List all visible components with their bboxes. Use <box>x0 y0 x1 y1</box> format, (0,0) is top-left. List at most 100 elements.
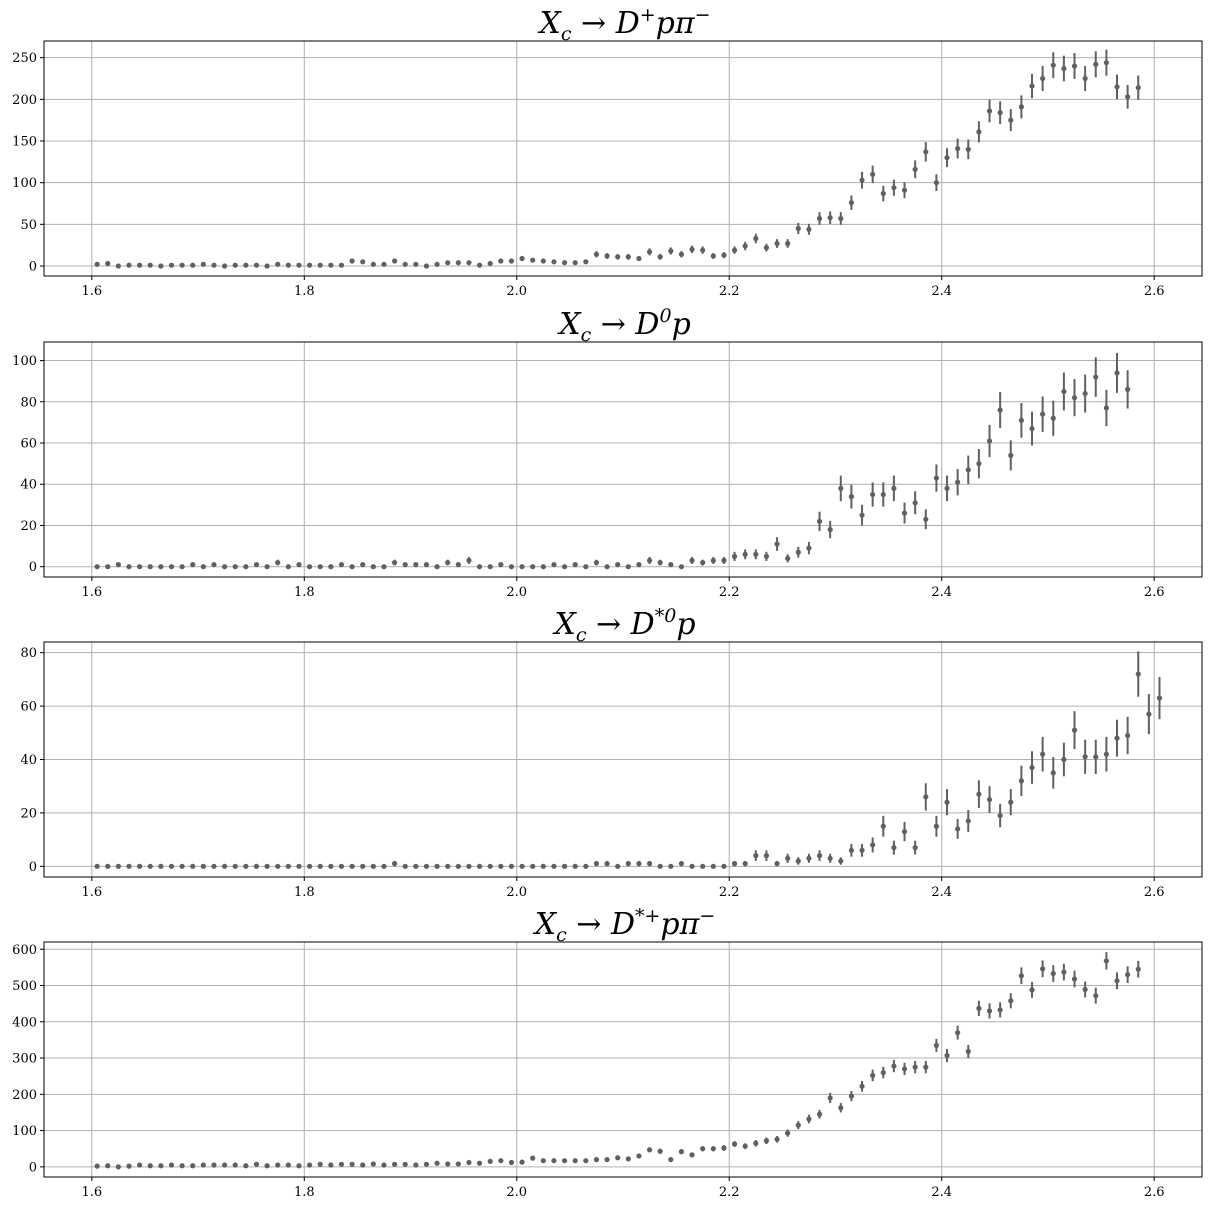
point-marker <box>646 861 653 867</box>
y-tick-label: 0 <box>29 1160 37 1175</box>
point-marker <box>147 564 153 570</box>
x-tick-label: 1.6 <box>81 585 102 600</box>
data-point <box>689 1152 695 1158</box>
point-marker <box>338 1161 345 1167</box>
point-marker <box>168 262 175 268</box>
point-marker <box>636 255 642 262</box>
data-point <box>105 863 111 869</box>
point-marker <box>870 171 876 177</box>
point-marker <box>498 258 504 264</box>
point-marker <box>636 861 642 867</box>
point-marker <box>1082 390 1088 397</box>
point-marker <box>1103 751 1109 757</box>
x-tick-label: 2.6 <box>1144 885 1165 900</box>
data-point <box>848 1091 855 1102</box>
data-point <box>264 863 270 869</box>
point-marker <box>923 1064 929 1070</box>
data-point <box>105 1163 111 1169</box>
x-tick-label: 2.0 <box>506 885 527 900</box>
data-point <box>636 255 642 262</box>
data-point <box>540 863 546 869</box>
data-point <box>445 1161 451 1167</box>
data-point <box>753 850 759 861</box>
data-point <box>211 562 217 568</box>
data-point <box>923 783 929 811</box>
point-marker <box>561 1158 568 1164</box>
data-point <box>476 564 483 570</box>
point-marker <box>1071 727 1078 733</box>
data-point <box>190 262 196 268</box>
point-marker <box>487 1158 493 1165</box>
data-point <box>1135 75 1141 100</box>
point-marker <box>243 863 249 869</box>
data-point <box>317 564 323 570</box>
point-marker <box>593 1156 600 1163</box>
x-tick-label: 2.2 <box>719 585 740 600</box>
data-point <box>880 815 886 837</box>
point-marker <box>583 259 589 265</box>
point-marker <box>306 262 313 268</box>
data-point <box>423 263 430 269</box>
point-marker <box>731 247 738 253</box>
point-marker <box>742 1143 748 1149</box>
point-marker <box>859 177 865 183</box>
point-marker <box>275 261 281 267</box>
data-point <box>742 1143 748 1150</box>
point-marker <box>434 261 440 267</box>
point-marker <box>657 559 663 566</box>
data-point <box>115 863 121 869</box>
data-point <box>997 1002 1003 1018</box>
data-point <box>94 261 100 267</box>
point-marker <box>370 564 376 570</box>
data-point <box>402 261 408 267</box>
point-marker <box>955 826 961 832</box>
point-marker <box>1125 732 1131 739</box>
x-tick-label: 2.2 <box>719 284 740 299</box>
data-point <box>753 549 759 560</box>
data-point <box>859 843 865 857</box>
x-tick-label: 2.6 <box>1144 585 1165 600</box>
data-point <box>519 564 525 570</box>
point-marker <box>360 259 366 265</box>
data-point <box>891 1059 897 1073</box>
data-point <box>816 850 823 861</box>
data-series <box>94 49 1141 269</box>
y-tick-label: 200 <box>12 1088 37 1103</box>
data-point <box>137 262 143 268</box>
y-tick-label: 20 <box>20 519 37 534</box>
point-marker <box>476 564 483 570</box>
point-marker <box>870 491 876 498</box>
point-marker <box>190 562 196 568</box>
data-point <box>402 863 408 869</box>
point-marker <box>391 1161 398 1167</box>
data-point <box>795 546 801 558</box>
point-marker <box>540 1158 546 1164</box>
data-point <box>827 520 833 539</box>
data-point <box>604 564 610 570</box>
data-point <box>168 863 175 869</box>
data-point <box>519 1159 525 1165</box>
data-point <box>742 860 748 867</box>
data-point <box>540 564 546 570</box>
point-marker <box>264 1163 270 1169</box>
point-marker <box>285 863 291 869</box>
data-point <box>912 160 918 179</box>
data-point <box>1082 739 1088 774</box>
point-marker <box>848 200 855 206</box>
data-point <box>317 863 323 869</box>
data-point <box>413 562 419 568</box>
data-point <box>1040 66 1046 91</box>
data-point <box>1008 109 1014 132</box>
point-marker <box>530 564 536 570</box>
data-point <box>1061 372 1067 411</box>
data-point <box>944 1048 950 1063</box>
point-marker <box>222 564 228 570</box>
point-marker <box>753 1140 759 1146</box>
point-marker <box>965 146 971 152</box>
point-marker <box>561 260 568 266</box>
data-point <box>816 1109 823 1119</box>
data-point <box>317 1161 323 1167</box>
data-point <box>360 1162 366 1168</box>
data-point <box>466 557 472 565</box>
y-tick-label: 100 <box>12 176 37 191</box>
